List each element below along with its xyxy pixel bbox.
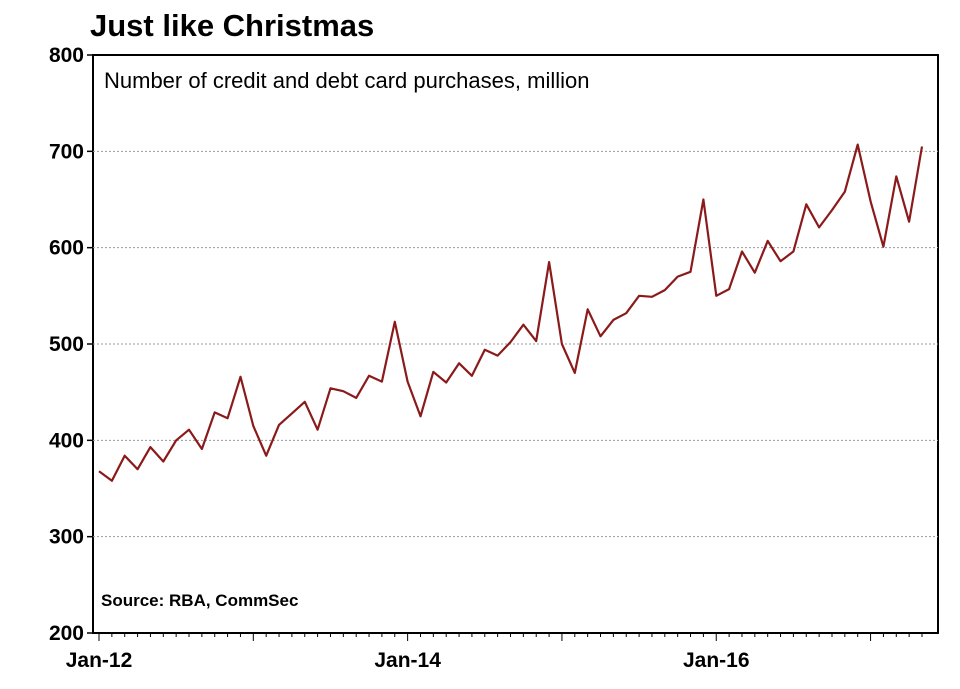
data-point — [496, 354, 500, 358]
data-point — [200, 447, 204, 451]
data-point — [187, 428, 191, 432]
chart-title: Just like Christmas — [90, 8, 375, 43]
data-point — [367, 374, 371, 378]
gridlines — [93, 150, 938, 538]
data-point — [328, 386, 332, 390]
data-point — [689, 270, 693, 274]
data-point — [110, 479, 114, 483]
data-point — [457, 361, 461, 365]
y-tick-label-200: 200 — [49, 622, 84, 645]
data-point — [380, 380, 384, 384]
data-point — [701, 198, 705, 202]
data-point — [303, 400, 307, 404]
data-point — [290, 411, 294, 415]
data-point — [740, 250, 744, 254]
x-tick-label-jan-12: Jan-12 — [66, 649, 133, 672]
data-point — [174, 438, 178, 442]
y-tick-label-500: 500 — [49, 333, 84, 356]
data-point — [521, 323, 525, 327]
data-point — [316, 428, 320, 432]
data-point — [817, 225, 821, 229]
data-point — [624, 311, 628, 315]
data-point — [907, 220, 911, 224]
data-point — [804, 202, 808, 206]
y-tick-label-800: 800 — [49, 44, 84, 67]
data-point — [354, 396, 358, 400]
x-tick-label-jan-16: Jan-16 — [683, 649, 750, 672]
y-tick-label-300: 300 — [49, 526, 84, 549]
data-point — [534, 339, 538, 343]
data-point — [393, 320, 397, 324]
data-point — [238, 375, 242, 379]
data-point — [881, 245, 885, 249]
data-point — [766, 239, 770, 243]
data-point — [753, 271, 757, 275]
data-point — [920, 145, 924, 149]
data-point — [123, 454, 127, 458]
data-point — [869, 199, 873, 203]
data-point — [856, 143, 860, 147]
y-tick-label-600: 600 — [49, 237, 84, 260]
data-point — [251, 424, 255, 428]
data-point — [97, 469, 101, 473]
data-point — [894, 174, 898, 178]
data-point — [444, 381, 448, 385]
data-point — [611, 318, 615, 322]
series-layer — [97, 143, 924, 483]
data-point — [830, 208, 834, 212]
data-point — [676, 275, 680, 279]
series-line-card-purchases — [98, 143, 924, 482]
y-tick-label-700: 700 — [49, 140, 84, 163]
x-tick-label-jan-14: Jan-14 — [374, 649, 441, 672]
data-point — [341, 389, 345, 393]
data-point — [843, 190, 847, 194]
data-point — [663, 288, 667, 292]
x-axis: Jan-12 Jan-14 Jan-16 — [66, 633, 923, 672]
data-point — [264, 454, 268, 458]
data-point — [509, 340, 513, 344]
data-point — [637, 294, 641, 298]
data-point — [714, 294, 718, 298]
data-point — [483, 348, 487, 352]
y-tick-label-400: 400 — [49, 429, 84, 452]
data-point — [547, 260, 551, 264]
data-point — [791, 250, 795, 254]
data-point — [213, 410, 217, 414]
data-point — [599, 334, 603, 338]
y-axis: 200 300 400 500 600 700 800 — [49, 44, 93, 645]
data-point — [148, 445, 152, 449]
source-note: Source: RBA, CommSec — [101, 591, 298, 610]
data-point — [650, 295, 654, 299]
data-point — [779, 259, 783, 263]
data-point — [226, 416, 230, 420]
data-point — [586, 307, 590, 311]
data-point — [136, 467, 140, 471]
data-point — [573, 371, 577, 375]
data-point — [277, 423, 281, 427]
data-point — [727, 287, 731, 291]
data-point — [431, 370, 435, 374]
data-point — [470, 374, 474, 378]
data-point — [161, 460, 165, 464]
plot-area — [92, 54, 939, 634]
data-point — [560, 342, 564, 346]
data-point — [406, 380, 410, 384]
chart-subtitle: Number of credit and debt card purchases… — [104, 68, 589, 93]
data-point — [418, 414, 422, 418]
